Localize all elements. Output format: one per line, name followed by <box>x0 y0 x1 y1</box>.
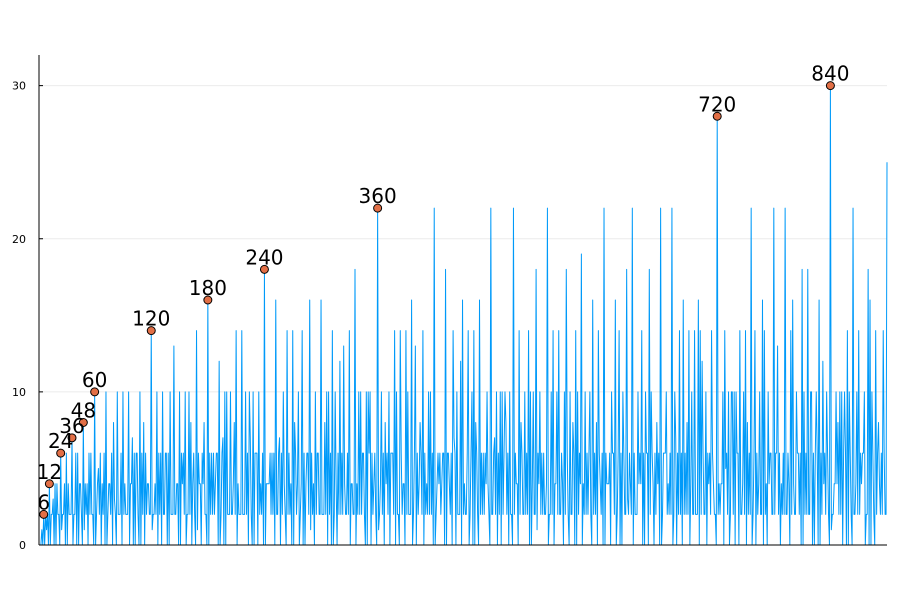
y-tick-label: 0 <box>19 539 26 552</box>
marker-label: 720 <box>698 92 736 116</box>
y-tick-label: 20 <box>12 233 26 246</box>
marker-label: 36 <box>59 414 84 438</box>
marker-point <box>44 479 54 489</box>
series-line <box>39 85 888 546</box>
marker-point <box>67 433 77 443</box>
marker-label: 6 <box>37 490 50 514</box>
marker-point <box>712 111 722 121</box>
marker-point <box>259 264 269 274</box>
marker-point <box>203 295 213 305</box>
marker-label: 60 <box>82 368 107 392</box>
marker-point <box>90 387 100 397</box>
marker-point <box>373 203 383 213</box>
marker-label: 360 <box>359 184 397 208</box>
y-tick-label: 10 <box>12 386 26 399</box>
marker-label: 840 <box>811 62 849 86</box>
highlight-markers <box>39 81 835 519</box>
marker-label: 12 <box>37 460 62 484</box>
marker-label: 48 <box>71 399 96 423</box>
marker-point <box>56 448 66 458</box>
y-tick-labels: 0 10 20 30 <box>12 80 26 552</box>
marker-point <box>825 81 835 91</box>
marker-point <box>146 326 156 336</box>
marker-point <box>39 509 49 519</box>
marker-label: 120 <box>132 307 170 331</box>
marker-label: 240 <box>245 245 283 269</box>
y-tick-label: 30 <box>12 80 26 93</box>
marker-label: 180 <box>189 276 227 300</box>
series-path <box>39 85 888 546</box>
marker-label: 24 <box>48 429 73 453</box>
axes <box>38 55 887 546</box>
marker-point <box>78 418 88 427</box>
